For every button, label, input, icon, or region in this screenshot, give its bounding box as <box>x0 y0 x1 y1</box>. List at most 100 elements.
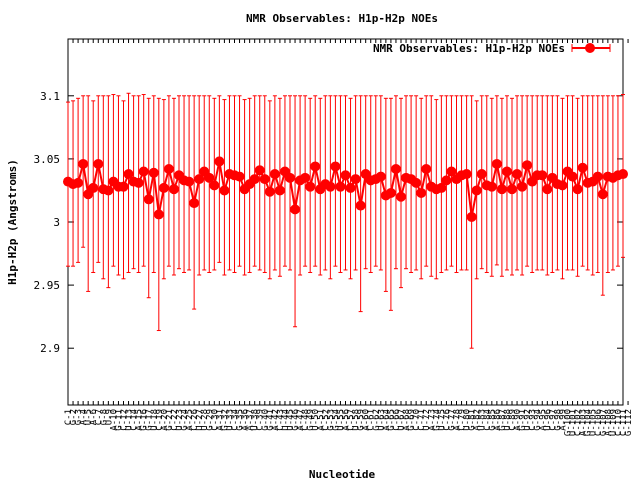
x-tick-label: U-72 <box>422 409 432 431</box>
data-point <box>118 181 129 192</box>
x-tick-label: G-100 <box>564 409 574 436</box>
x-tick-label: A-90 <box>513 409 523 431</box>
x-tick-label: G-59 <box>357 409 367 431</box>
data-point <box>496 184 507 195</box>
x-tick-label: C-30 <box>210 409 220 431</box>
x-tick-label: A-78 <box>453 409 463 431</box>
x-tick-label: U-109 <box>609 409 619 436</box>
data-point <box>158 182 169 193</box>
x-tick-label: G-94 <box>533 409 543 431</box>
data-point <box>441 175 452 186</box>
data-point <box>542 184 553 195</box>
x-tick-label: G-46 <box>291 409 301 431</box>
x-tick-label: G-81 <box>468 409 478 431</box>
x-tick-label: U-83 <box>478 409 488 431</box>
data-point <box>350 174 361 185</box>
data-point <box>572 184 583 195</box>
x-tick-label: G-54 <box>331 409 341 431</box>
x-tick-label: C-43 <box>276 409 286 431</box>
data-point <box>189 198 200 209</box>
data-point <box>436 182 447 193</box>
x-tick-label: G-112 <box>624 409 634 436</box>
x-tick-label: G-8 <box>99 409 109 425</box>
x-tick-label: G-74 <box>432 409 442 431</box>
x-tick-label: U-38 <box>251 409 261 431</box>
data-point <box>355 200 366 211</box>
x-tick-label: C-93 <box>528 409 538 431</box>
data-point <box>204 172 215 183</box>
x-tick-label: C-39 <box>256 409 266 431</box>
data-point <box>153 209 164 220</box>
data-point <box>557 180 568 191</box>
data-point <box>577 162 588 173</box>
data-point <box>264 186 275 197</box>
x-tick-label: G-69 <box>407 409 417 431</box>
data-point <box>88 182 99 193</box>
x-tick-label: A-56 <box>342 409 352 431</box>
x-tick-label: C-14 <box>130 409 140 431</box>
data-point <box>269 169 280 180</box>
x-tick-label: G-87 <box>498 409 508 431</box>
data-point <box>290 204 301 215</box>
x-tick-label: A-51 <box>316 409 326 431</box>
data-point <box>375 171 386 182</box>
x-tick-label: A-47 <box>296 409 306 431</box>
x-tick-label: U-75 <box>437 409 447 431</box>
x-tick-label: G-17 <box>145 409 155 431</box>
x-tick-label: C-106 <box>594 409 604 436</box>
data-point <box>486 181 497 192</box>
data-point <box>471 185 482 196</box>
data-point <box>163 163 174 174</box>
y-axis: 2.9 2.95 3 3.05 3.1 <box>34 90 623 355</box>
x-tick-label: G-24 <box>180 409 190 431</box>
x-tick-label: G-91 <box>518 409 528 431</box>
x-tick-label: A-99 <box>558 409 568 431</box>
x-tick-label: C-97 <box>548 409 558 431</box>
data-point <box>259 174 270 185</box>
x-tick-label: C-34 <box>231 409 241 431</box>
data-point <box>512 169 523 180</box>
data-point <box>274 185 285 196</box>
x-tick-label: C-66 <box>392 409 402 431</box>
x-tick-label: C-61 <box>367 409 377 431</box>
data-point <box>335 181 346 192</box>
data-point <box>325 181 336 192</box>
data-point <box>517 181 528 192</box>
x-tick-label: U-67 <box>397 409 407 431</box>
x-tick-label: C-48 <box>301 409 311 431</box>
data-point <box>78 158 89 169</box>
data-point <box>93 158 104 169</box>
x-axis: C-1G-2G-3A-4U-5A-6C-7G-8U-9A-10G-11C-12U… <box>64 39 634 436</box>
x-tick-label: G-53 <box>326 409 336 431</box>
x-tick-label: U-88 <box>503 409 513 431</box>
data-point <box>168 184 179 195</box>
data-point <box>305 181 316 192</box>
x-tick-label: A-64 <box>382 409 392 431</box>
data-point <box>330 161 341 172</box>
data-point <box>310 161 321 172</box>
x-tick-label: A-95 <box>538 409 548 431</box>
x-tick-label: A-60 <box>362 409 372 431</box>
x-tick-label: U-27 <box>195 409 205 431</box>
data-point <box>446 166 457 177</box>
x-tick-label: C-19 <box>155 409 165 431</box>
x-tick-label: C-1 <box>64 409 74 425</box>
data-point <box>476 169 487 180</box>
data-point <box>461 169 472 180</box>
x-tick-label: G-85 <box>488 409 498 431</box>
x-tick-label: G-77 <box>447 409 457 431</box>
chart-title: NMR Observables: H1p-H2p NOEs <box>246 12 438 25</box>
x-tick-label: A-82 <box>473 409 483 431</box>
x-axis-label: Nucleotide <box>309 468 376 480</box>
data-point <box>133 177 144 188</box>
x-tick-label: A-37 <box>246 409 256 431</box>
x-tick-label: A-36 <box>241 409 251 431</box>
data-point <box>249 174 260 185</box>
x-tick-label: U-55 <box>336 409 346 431</box>
data-point <box>234 171 245 182</box>
y-tick-label: 3.1 <box>40 90 60 103</box>
x-tick-label: C-71 <box>417 409 427 431</box>
x-tick-label: C-89 <box>508 409 518 431</box>
data-point <box>522 160 533 171</box>
data-point <box>491 158 502 169</box>
